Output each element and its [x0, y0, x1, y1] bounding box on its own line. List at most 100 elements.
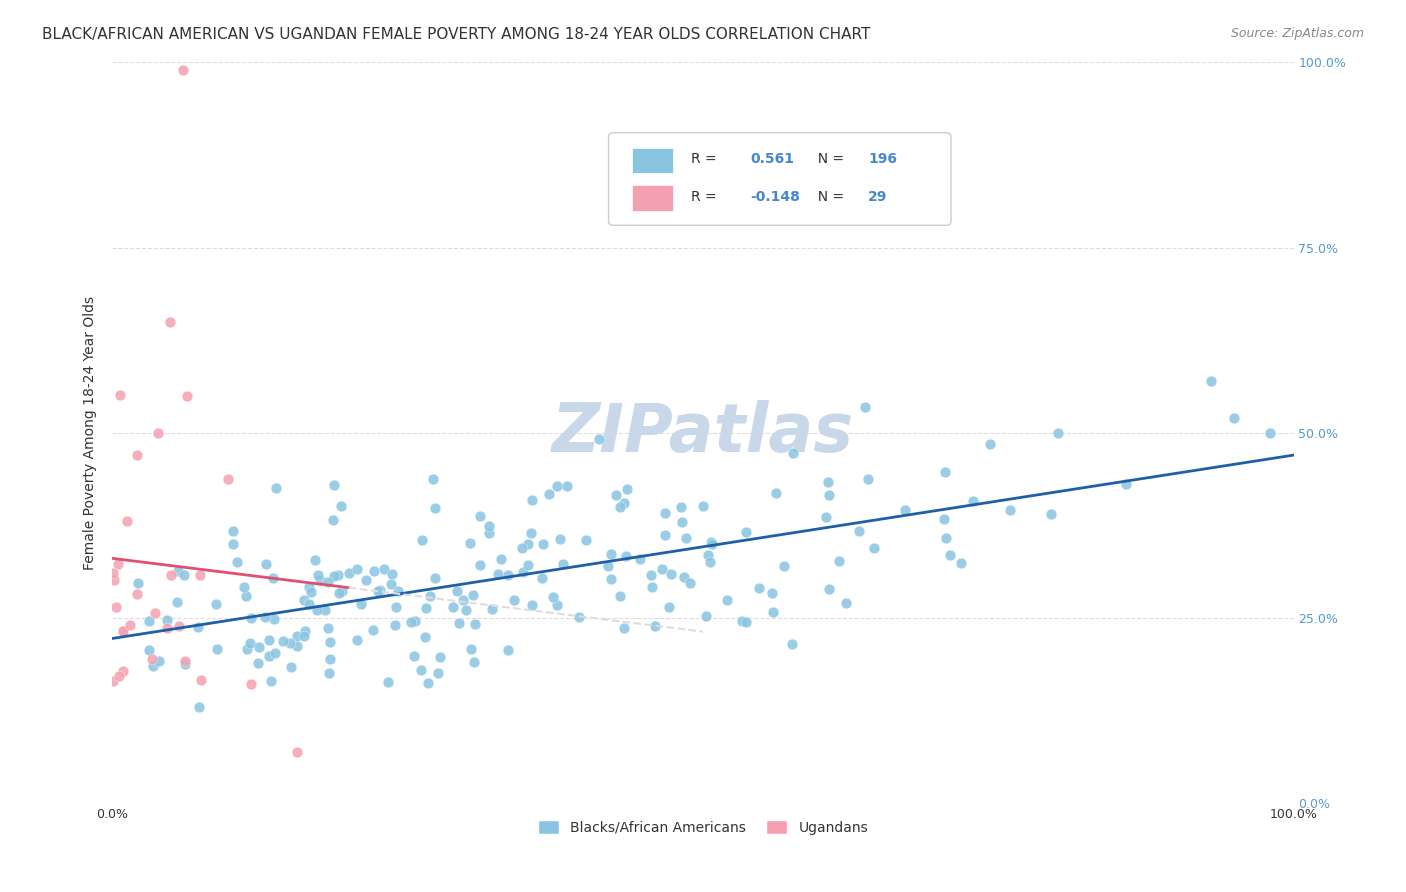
- Point: [468, 509, 491, 524]
- Text: Source: ZipAtlas.com: Source: ZipAtlas.com: [1230, 27, 1364, 40]
- Point: [600, 547, 623, 561]
- Point: [263, 612, 285, 626]
- Point: [658, 599, 681, 614]
- Point: [614, 549, 637, 564]
- Point: [734, 615, 756, 630]
- Point: [765, 486, 787, 500]
- Point: [239, 677, 262, 691]
- Point: [700, 535, 723, 549]
- Point: [748, 581, 770, 595]
- Point: [575, 533, 598, 547]
- Point: [222, 524, 245, 538]
- Point: [814, 510, 837, 524]
- Point: [546, 479, 568, 493]
- Point: [316, 575, 339, 590]
- Point: [853, 401, 876, 415]
- Point: [644, 619, 666, 633]
- Point: [247, 640, 270, 654]
- Point: [292, 592, 315, 607]
- Point: [934, 465, 956, 479]
- Point: [127, 587, 149, 601]
- Point: [669, 500, 692, 515]
- Point: [143, 607, 166, 621]
- Point: [1258, 425, 1281, 440]
- Bar: [633, 147, 673, 173]
- Point: [240, 611, 263, 625]
- Point: [259, 633, 281, 648]
- Point: [510, 541, 533, 556]
- Point: [346, 633, 368, 648]
- Point: [246, 656, 269, 670]
- Point: [101, 566, 124, 580]
- Point: [415, 601, 437, 615]
- Point: [962, 494, 984, 508]
- Point: [263, 646, 285, 660]
- Point: [447, 615, 470, 630]
- Point: [470, 558, 492, 573]
- Point: [1115, 476, 1137, 491]
- Point: [856, 472, 879, 486]
- Point: [934, 512, 956, 526]
- Point: [377, 675, 399, 690]
- Point: [651, 562, 673, 576]
- Point: [780, 637, 803, 651]
- Point: [1046, 426, 1069, 441]
- Point: [659, 566, 682, 581]
- Point: [512, 565, 534, 579]
- Point: [384, 618, 406, 632]
- Point: [112, 624, 135, 638]
- Point: [672, 570, 695, 584]
- Point: [118, 618, 141, 632]
- Point: [893, 502, 915, 516]
- Point: [166, 595, 188, 609]
- Point: [446, 584, 468, 599]
- Point: [939, 548, 962, 562]
- Point: [520, 525, 543, 540]
- Point: [104, 600, 127, 615]
- Point: [361, 624, 384, 638]
- Point: [167, 564, 190, 578]
- Point: [307, 567, 329, 582]
- Point: [716, 592, 738, 607]
- Point: [363, 564, 385, 578]
- Point: [322, 513, 344, 527]
- Point: [531, 537, 554, 551]
- Point: [156, 613, 179, 627]
- Point: [309, 574, 332, 588]
- Point: [235, 589, 257, 603]
- Point: [761, 586, 783, 600]
- Point: [387, 584, 409, 599]
- Point: [609, 589, 631, 603]
- Point: [108, 669, 131, 683]
- Point: [423, 570, 446, 584]
- Point: [481, 602, 503, 616]
- Point: [173, 568, 195, 582]
- Point: [486, 566, 509, 581]
- Point: [404, 614, 426, 628]
- Point: [731, 614, 754, 628]
- Point: [326, 568, 349, 582]
- Point: [233, 580, 256, 594]
- Point: [979, 437, 1001, 451]
- Point: [531, 571, 554, 585]
- Point: [127, 575, 149, 590]
- Point: [613, 496, 636, 510]
- Point: [418, 675, 440, 690]
- Point: [304, 553, 326, 567]
- Point: [679, 576, 702, 591]
- Point: [318, 652, 340, 666]
- Point: [671, 515, 693, 529]
- Point: [305, 603, 328, 617]
- Point: [762, 605, 785, 619]
- Point: [1040, 507, 1063, 521]
- Point: [323, 569, 346, 583]
- Point: [328, 586, 350, 600]
- Point: [253, 610, 276, 624]
- Point: [478, 525, 501, 540]
- Point: [548, 533, 571, 547]
- Point: [734, 524, 756, 539]
- Point: [188, 568, 211, 582]
- Point: [935, 531, 957, 545]
- Point: [176, 388, 198, 402]
- Point: [385, 600, 408, 615]
